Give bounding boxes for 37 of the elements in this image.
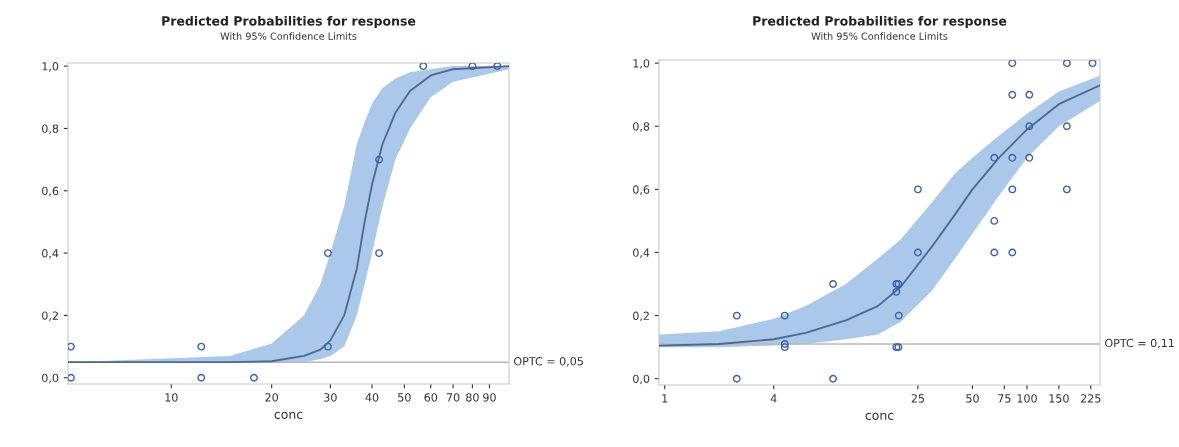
x-tick-label: 150 xyxy=(1049,394,1069,403)
x-tick-label: 70 xyxy=(446,393,460,402)
x-tick-label: 60 xyxy=(424,393,438,402)
chart-subtitle: With 95% Confidence Limits xyxy=(220,32,357,40)
y-tick-label: 0,8 xyxy=(42,124,59,134)
x-tick-label: 90 xyxy=(483,393,496,402)
ref-line-label: OPTC = 0,05 xyxy=(514,357,583,367)
x-tick-label: 40 xyxy=(365,393,379,402)
x-axis-title: conc xyxy=(865,412,894,421)
x-tick-label: 4 xyxy=(770,394,777,403)
y-tick-label: 0,2 xyxy=(633,311,649,322)
y-tick-label: 1,0 xyxy=(42,62,59,72)
chart-title: Predicted Probabilities for response xyxy=(162,15,416,29)
x-tick-label: 20 xyxy=(265,393,278,402)
x-tick-label: 80 xyxy=(466,393,479,402)
y-tick-label: 0,0 xyxy=(633,374,650,385)
y-tick-label: 0,4 xyxy=(633,248,650,258)
x-tick-label: 50 xyxy=(398,393,411,402)
y-tick-label: 0,4 xyxy=(42,249,59,259)
x-tick-label: 50 xyxy=(966,394,979,403)
y-tick-label: 0,0 xyxy=(42,373,59,384)
chart-title: Predicted Probabilities for response xyxy=(753,15,1007,29)
ref-line-label: OPTC = 0,11 xyxy=(1105,338,1174,349)
y-tick-label: 0,6 xyxy=(42,186,59,197)
y-tick-label: 1,0 xyxy=(633,59,650,69)
x-tick-label: 100 xyxy=(1017,394,1037,403)
x-tick-label: 25 xyxy=(911,394,925,403)
y-tick-label: 0,8 xyxy=(633,122,650,132)
x-tick-label: 30 xyxy=(324,393,337,402)
x-tick-label: 1 xyxy=(662,394,668,403)
x-tick-label: 75 xyxy=(998,394,1011,403)
x-tick-label: 10 xyxy=(165,393,178,402)
x-axis-title: conc xyxy=(274,411,303,420)
y-tick-label: 0,6 xyxy=(633,185,650,195)
chart-subtitle: With 95% Confidence Limits xyxy=(811,32,948,40)
y-tick-label: 0,2 xyxy=(42,311,58,321)
x-tick-label: 225 xyxy=(1080,394,1101,403)
